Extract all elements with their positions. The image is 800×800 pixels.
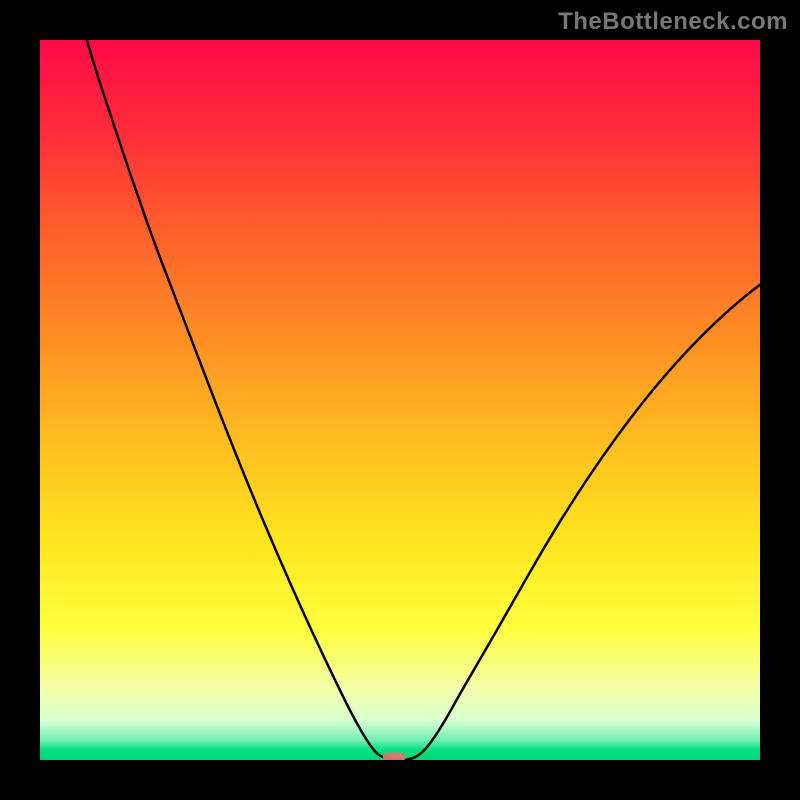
optimum-marker bbox=[383, 752, 406, 760]
chart-svg bbox=[40, 40, 760, 760]
canvas-frame: TheBottleneck.com bbox=[0, 0, 800, 800]
chart-plot-area bbox=[40, 40, 760, 760]
watermark-text: TheBottleneck.com bbox=[558, 8, 788, 36]
chart-background bbox=[40, 40, 760, 760]
